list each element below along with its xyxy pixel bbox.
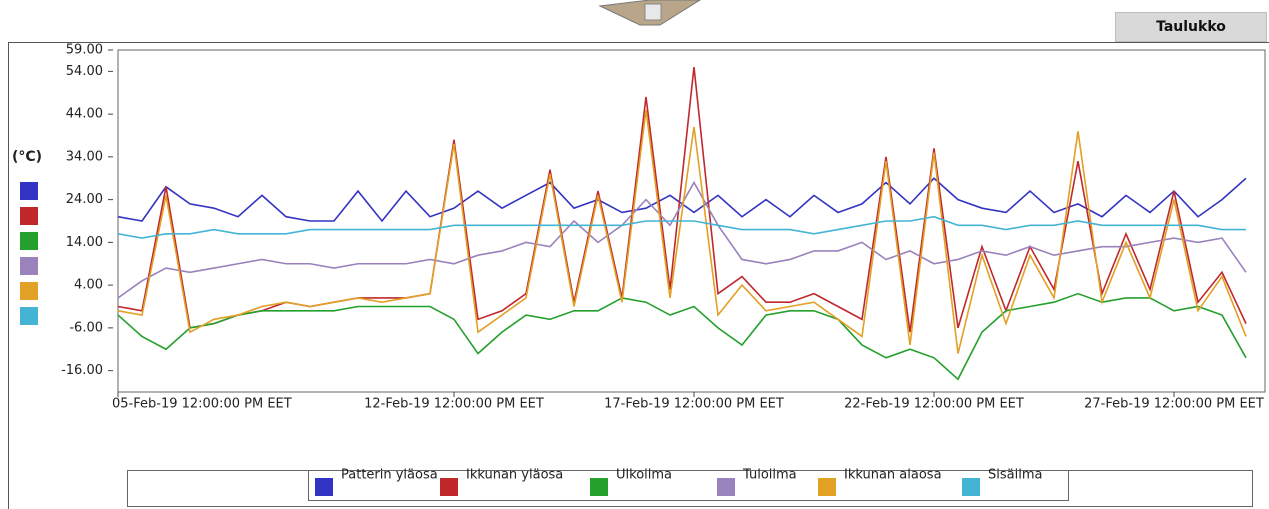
color-swatch [20,182,38,200]
legend-swatch [440,478,458,496]
legend-swatch [717,478,735,496]
device-icon-part [645,4,661,20]
color-swatch [20,257,38,275]
legend-swatch [590,478,608,496]
y-tick-label: 59.00 [66,43,103,58]
y-tick-label: 44.00 [66,107,103,122]
legend-label: Patterin yläosa [341,468,438,483]
x-tick-label: 05-Feb-19 12:00:00 PM EET [112,397,292,412]
legend-swatch [962,478,980,496]
y-axis-label: (°C) [12,149,42,165]
legend-swatch [315,478,333,496]
y-tick-label: 14.00 [66,235,103,250]
color-swatch [20,307,38,325]
page: {"toolbar": {"table_button": "Taulukko"}… [0,0,1269,509]
x-tick-label: 27-Feb-19 12:00:00 PM EET [1084,397,1264,412]
legend-swatch [818,478,836,496]
x-tick-label: 12-Feb-19 12:00:00 PM EET [364,397,544,412]
y-tick-label: 4.00 [74,278,103,293]
color-swatch [20,207,38,225]
color-swatch [20,282,38,300]
y-tick-label: 34.00 [66,149,103,164]
legend-label: Ulkoilma [616,468,672,483]
y-tick-label: -6.00 [69,320,103,335]
x-tick-label: 17-Feb-19 12:00:00 PM EET [604,397,784,412]
legend-label: Ikkunan yläosa [466,468,563,483]
y-tick-label: 24.00 [66,192,103,207]
chart: (°C) 59.00 54.00 44.00 34.00 24.00 14.00 4.00 -… [0,0,1269,509]
y-tick-label: -16.00 [61,363,103,378]
legend-label: Ikkunan alaosa [844,468,942,483]
x-tick-label: 22-Feb-19 12:00:00 PM EET [844,397,1024,412]
color-swatch [20,232,38,250]
y-tick-label: 54.00 [66,64,103,79]
legend-label: Tuloilma [742,468,797,483]
legend-label: Sisäilma [988,468,1042,483]
